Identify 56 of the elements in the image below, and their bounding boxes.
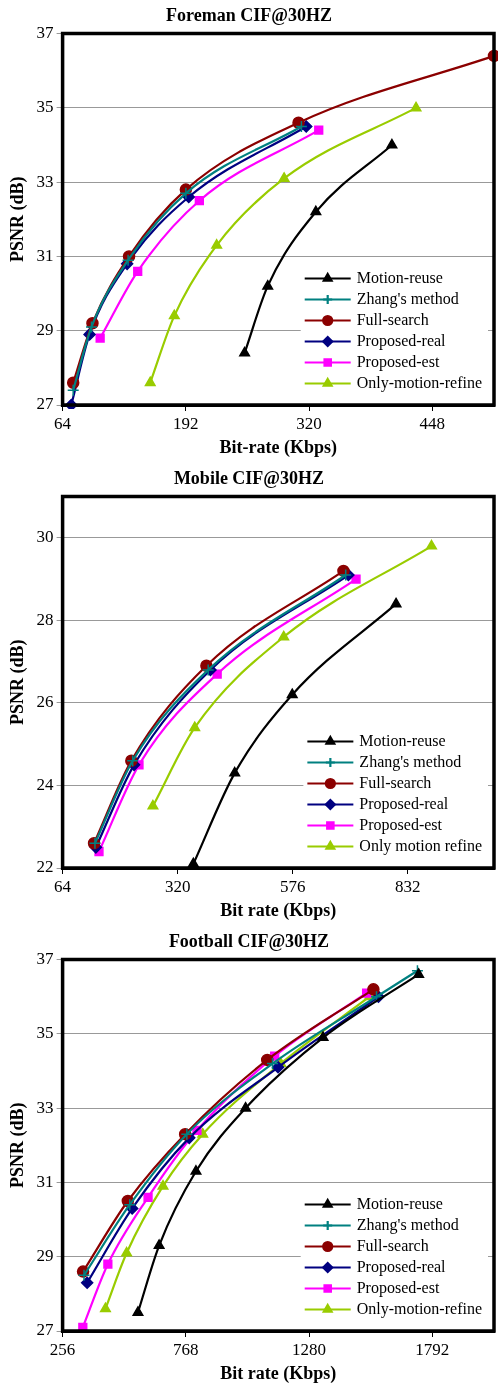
chart-title: Foreman CIF@30HZ (166, 5, 332, 26)
x-tick-label: 576 (279, 876, 306, 896)
y-tick-label: 29 (36, 1246, 54, 1266)
y-tick-label: 33 (36, 171, 54, 191)
x-tick-label: 320 (164, 876, 191, 896)
x-axis-title: Bit rate (Kbps) (220, 899, 337, 921)
legend-label: Proposed-real (359, 794, 449, 813)
legend-label: Zhang's method (356, 1215, 459, 1234)
y-tick-label: 37 (36, 949, 55, 969)
legend-label: Full-search (356, 1236, 429, 1254)
y-axis-title: PSNR (dB) (7, 639, 29, 726)
x-tick-label: 448 (419, 413, 446, 433)
x-tick-label: 192 (173, 413, 199, 433)
x-tick-label: 1792 (415, 1339, 450, 1359)
y-axis-title: PSNR (dB) (7, 176, 29, 263)
legend-label: Full-search (359, 773, 432, 791)
legend-label: Motion-reuse (356, 1194, 443, 1212)
y-tick-label: 26 (36, 692, 54, 712)
legend-label: Motion-reuse (356, 268, 443, 286)
legend-label: Proposed-est (356, 352, 440, 371)
legend-label: Zhang's method (356, 289, 459, 308)
chart-title: Mobile CIF@30HZ (173, 468, 325, 489)
x-tick-label: 832 (394, 876, 421, 896)
legend-label: Motion-reuse (359, 731, 446, 749)
y-tick-label: 35 (36, 97, 54, 117)
y-tick-label: 27 (36, 394, 55, 414)
y-tick-label: 27 (36, 1320, 55, 1340)
y-tick-label: 28 (36, 609, 54, 629)
y-axis-title: PSNR (dB) (7, 1102, 29, 1189)
x-tick-label: 768 (173, 1339, 199, 1359)
y-tick-label: 35 (36, 1023, 54, 1043)
chart-title: Football CIF@30HZ (168, 931, 330, 952)
x-tick-label: 64 (54, 413, 72, 433)
x-axis-title: Bit rate (Kbps) (220, 1362, 337, 1384)
x-tick-label: 1280 (292, 1339, 327, 1359)
x-tick-label: 256 (49, 1339, 76, 1359)
legend-label: Zhang's method (359, 752, 462, 771)
legend-label: Only-motion-refine (356, 373, 482, 392)
legend-label: Only-motion-refine (356, 1299, 482, 1318)
y-tick-label: 24 (36, 774, 55, 794)
y-tick-label: 33 (36, 1097, 54, 1117)
x-tick-label: 64 (54, 876, 72, 896)
y-tick-label: 29 (36, 320, 54, 340)
y-tick-label: 22 (36, 857, 54, 877)
legend-label: Proposed-real (356, 331, 447, 350)
legend-label: Full-search (356, 310, 429, 328)
y-tick-label: 30 (36, 527, 54, 547)
legend-label: Proposed-est (359, 815, 443, 834)
y-tick-label: 31 (36, 1171, 54, 1191)
legend-label: Proposed-real (356, 1257, 447, 1276)
y-tick-label: 37 (36, 23, 55, 43)
x-axis-title: Bit-rate (Kbps) (219, 436, 338, 458)
y-tick-label: 31 (36, 245, 54, 265)
legend-label: Only motion refine (359, 836, 482, 855)
legend-label: Proposed-est (356, 1278, 440, 1297)
x-tick-label: 320 (296, 413, 322, 433)
